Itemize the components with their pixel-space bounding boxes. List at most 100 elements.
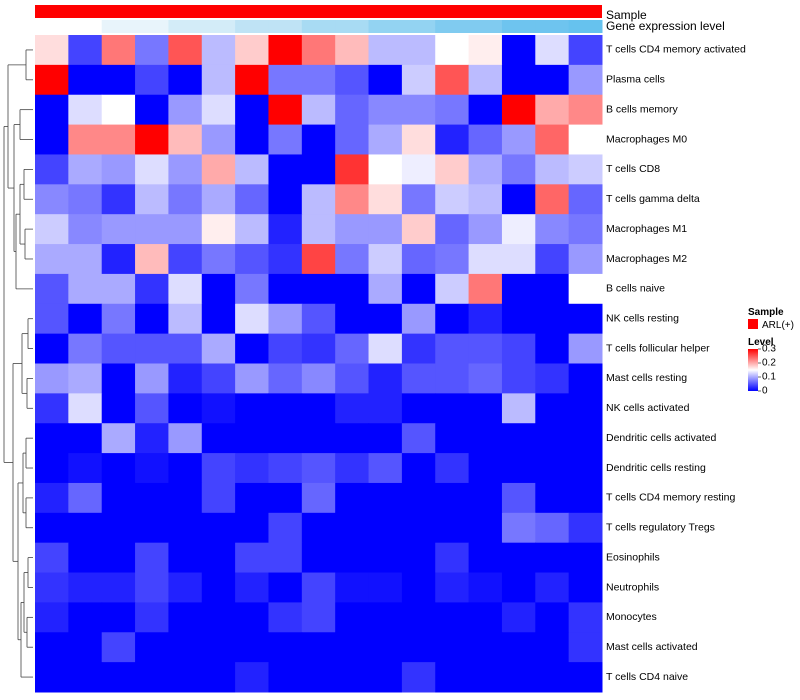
heatmap-cell [435, 184, 470, 215]
heatmap-cell [368, 273, 403, 305]
heatmap-cell [568, 35, 603, 66]
heatmap-cell [568, 273, 603, 305]
heatmap-cell [68, 423, 103, 454]
heatmap-cell [401, 363, 436, 394]
heatmap-cell [201, 273, 236, 305]
heatmap-cell [468, 423, 503, 454]
row-dendrogram [3, 49, 33, 678]
heatmap-cell [235, 35, 269, 66]
annotation-cell-gene-expression [335, 20, 370, 33]
heatmap-cell [401, 602, 436, 633]
heatmap-cell [101, 482, 136, 514]
heatmap-cell [201, 184, 236, 215]
heatmap-cell [301, 64, 336, 96]
heatmap-cell [535, 363, 570, 394]
heatmap-cell [435, 363, 470, 394]
heatmap-cell [35, 124, 69, 155]
heatmap-cell [468, 602, 503, 633]
heatmap-cell [135, 333, 169, 364]
heatmap-cell [501, 512, 536, 544]
heatmap-cell [368, 393, 403, 424]
heatmap-cell [401, 662, 436, 693]
row-label: Mast cells activated [606, 641, 698, 653]
heatmap-cell [268, 453, 303, 484]
heatmap-cell [468, 214, 503, 245]
heatmap-cell [268, 542, 303, 574]
heatmap-cell [68, 35, 103, 66]
heatmap-cell [501, 482, 536, 514]
heatmap-cell [68, 602, 103, 633]
heatmap-cell [335, 273, 370, 305]
heatmap-cell [35, 662, 69, 693]
heatmap-cell [35, 602, 69, 633]
heatmap-cell [201, 423, 236, 454]
heatmap-cell [401, 542, 436, 574]
heatmap-cell [68, 244, 103, 275]
heatmap-cell [501, 542, 536, 574]
heatmap-cell [268, 363, 303, 394]
annotation-cell-gene-expression [435, 20, 470, 33]
heatmap-cell [568, 94, 603, 126]
heatmap-cell [68, 662, 103, 693]
annotation-cell-gene-expression [135, 20, 169, 33]
heatmap-cell [268, 64, 303, 96]
heatmap-cell [35, 482, 69, 514]
heatmap-cell [135, 273, 169, 305]
heatmap-cell [201, 363, 236, 394]
heatmap-cell [435, 423, 470, 454]
heatmap-cell [235, 542, 269, 574]
legend-level-ticks: 0.3 0.2 0.1 0 [758, 344, 776, 397]
heatmap-cell [401, 453, 436, 484]
heatmap-cell [101, 542, 136, 574]
annotation-label-gene-expression: Gene expression level [606, 19, 725, 33]
row-labels: T cells CD4 memory activated Plasma cells… [606, 44, 746, 683]
heatmap-cell [301, 542, 336, 574]
row-label: Monocytes [606, 611, 657, 623]
heatmap-cell [235, 94, 269, 126]
heatmap-cell [168, 602, 203, 633]
heatmap-cell [135, 35, 169, 66]
row-label: Macrophages M2 [606, 253, 687, 265]
heatmap-cell [468, 512, 503, 544]
heatmap-cell [368, 363, 403, 394]
heatmap-cell [168, 244, 203, 275]
row-label: T cells CD4 naive [606, 671, 688, 683]
heatmap-cell [268, 632, 303, 663]
heatmap-cell [301, 154, 336, 185]
row-label: B cells naive [606, 283, 665, 295]
heatmap-cell [35, 214, 69, 245]
heatmap-cell [368, 94, 403, 126]
heatmap-cell [268, 94, 303, 126]
heatmap-cell [235, 184, 269, 215]
heatmap-cell [335, 602, 370, 633]
heatmap-cell [68, 273, 103, 305]
heatmap-cell [101, 154, 136, 185]
heatmap-cell [535, 423, 570, 454]
heatmap-cell [68, 512, 103, 544]
heatmap-cell [235, 602, 269, 633]
annotation-cell-gene-expression [368, 20, 403, 33]
heatmap-cell [435, 64, 470, 96]
heatmap-cell [435, 572, 470, 603]
heatmap-cell [301, 393, 336, 424]
heatmap-cell [468, 482, 503, 514]
heatmap-cell [201, 303, 236, 335]
heatmap-cell [501, 423, 536, 454]
heatmap-cell [568, 124, 603, 155]
heatmap-cell [435, 94, 470, 126]
legend: Sample ARL(+) Level 0.3 0.2 0.1 0 [748, 307, 794, 397]
heatmap-cell [135, 512, 169, 544]
heatmap-cell [401, 482, 436, 514]
heatmap-cell [568, 363, 603, 394]
row-label: T cells CD8 [606, 163, 660, 175]
annotation-label-sample: Sample [606, 8, 647, 22]
heatmap-cell [235, 662, 269, 693]
heatmap-cell [535, 184, 570, 215]
heatmap-cell [568, 512, 603, 544]
heatmap-cell [135, 423, 169, 454]
heatmap-cell [435, 35, 470, 66]
legend-sample-item-label: ARL(+) [762, 320, 794, 331]
annotation-cell-gene-expression [268, 20, 303, 33]
heatmap-cell [101, 662, 136, 693]
